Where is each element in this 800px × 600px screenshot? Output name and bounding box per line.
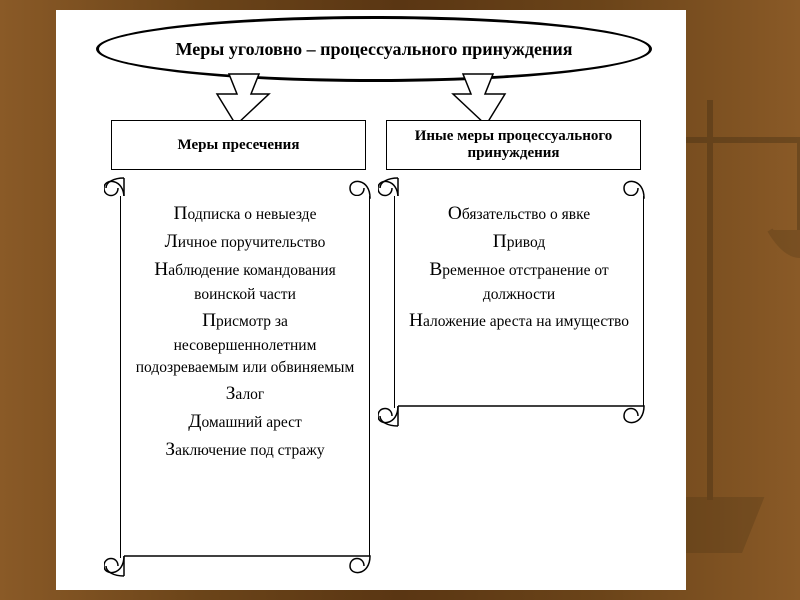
slide-stage: Меры уголовно – процессуального принужде… <box>0 0 800 600</box>
scroll-bottom-right-icon <box>378 404 648 434</box>
scroll-right: Обязательство о явке Привод Временное от… <box>378 172 648 432</box>
diagram-panel: Меры уголовно – процессуального принужде… <box>56 10 686 590</box>
list-item: Обязательство о явке <box>405 200 633 228</box>
title-text: Меры уголовно – процессуального принужде… <box>176 39 573 60</box>
branch-header-left-text: Меры пресечения <box>178 137 300 154</box>
list-item: Заключение под стражу <box>131 436 359 464</box>
scroll-left: Подписка о невыезде Личное поручительств… <box>104 172 374 582</box>
title-oval: Меры уголовно – процессуального принужде… <box>96 16 652 82</box>
scroll-body-left: Подписка о невыезде Личное поручительств… <box>120 196 370 558</box>
list-item: Привод <box>405 228 633 256</box>
branch-header-right-text: Иные меры процессуального принуждения <box>393 128 634 162</box>
arrow-down-left-icon <box>211 72 271 127</box>
list-item: Домашний арест <box>131 408 359 436</box>
list-item: Наблюдение командования воинской части <box>131 256 359 307</box>
branch-header-right: Иные меры процессуального принуждения <box>386 120 641 170</box>
branch-header-left: Меры пресечения <box>111 120 366 170</box>
scroll-body-right: Обязательство о явке Привод Временное от… <box>394 196 644 408</box>
list-item: Подписка о невыезде <box>131 200 359 228</box>
list-item: Залог <box>131 380 359 408</box>
scroll-bottom-left-icon <box>104 554 374 584</box>
list-item: Наложение ареста на имущество <box>405 307 633 335</box>
list-item: Временное отстранение от должности <box>405 256 633 307</box>
list-item: Присмотр за несовершеннолетним подозрева… <box>131 307 359 380</box>
list-item: Личное поручительство <box>131 228 359 256</box>
